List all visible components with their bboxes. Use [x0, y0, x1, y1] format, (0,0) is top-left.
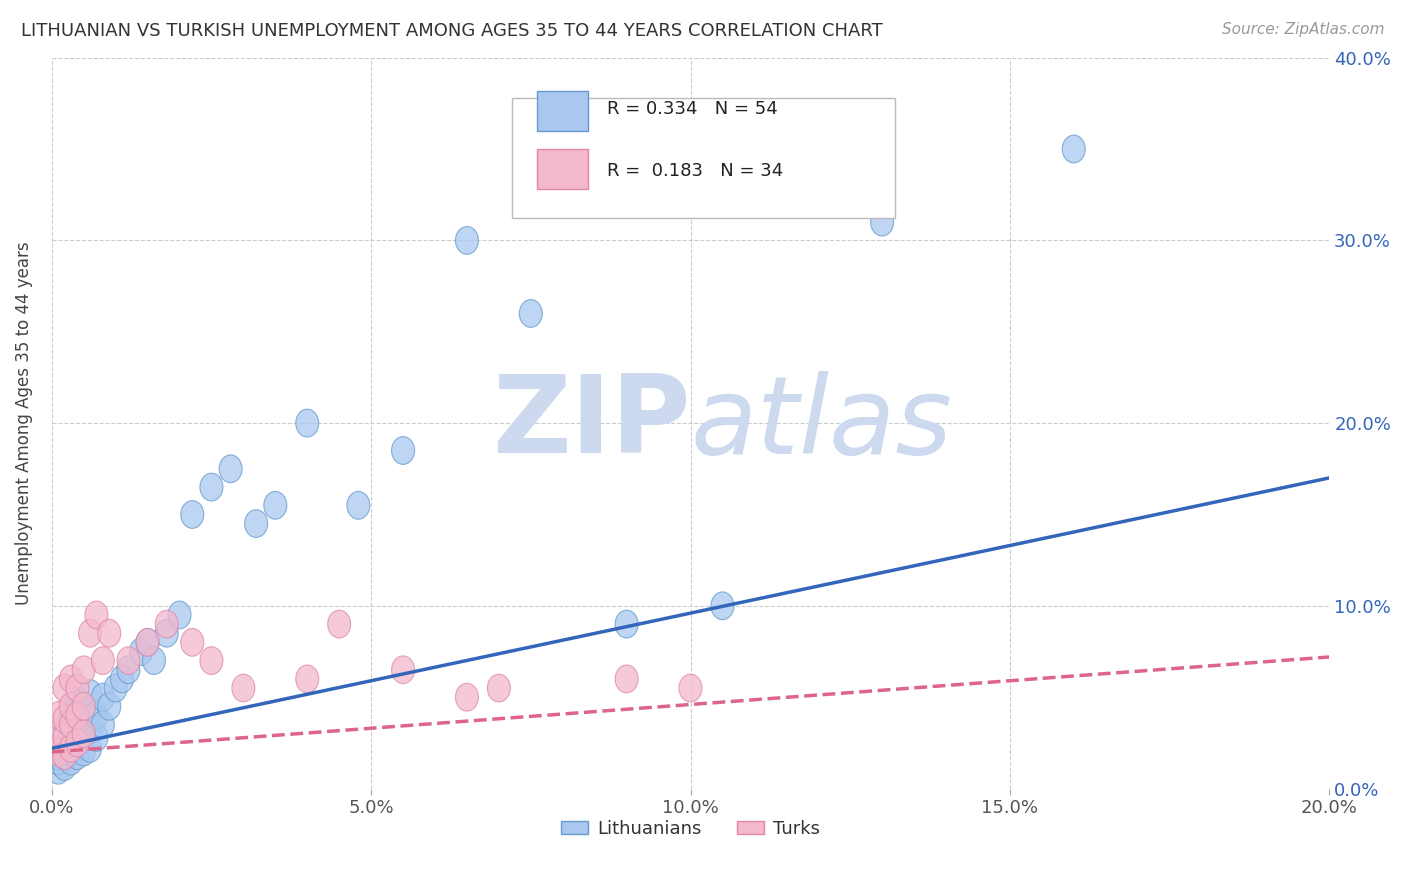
Ellipse shape	[104, 674, 127, 702]
Bar	[537, 149, 588, 189]
Ellipse shape	[46, 747, 70, 775]
Ellipse shape	[79, 680, 101, 707]
Ellipse shape	[870, 208, 894, 236]
Ellipse shape	[59, 692, 83, 720]
Ellipse shape	[53, 742, 76, 770]
Ellipse shape	[72, 738, 96, 766]
Ellipse shape	[53, 716, 76, 744]
Ellipse shape	[66, 674, 89, 702]
Ellipse shape	[66, 729, 89, 756]
Ellipse shape	[46, 738, 70, 766]
Ellipse shape	[347, 491, 370, 519]
Ellipse shape	[66, 687, 89, 714]
Ellipse shape	[59, 747, 83, 775]
Ellipse shape	[181, 629, 204, 657]
Ellipse shape	[91, 683, 114, 711]
Ellipse shape	[117, 656, 141, 683]
Ellipse shape	[117, 647, 141, 674]
Ellipse shape	[1063, 136, 1085, 163]
Ellipse shape	[46, 734, 70, 763]
Ellipse shape	[264, 491, 287, 519]
Y-axis label: Unemployment Among Ages 35 to 44 years: Unemployment Among Ages 35 to 44 years	[15, 242, 32, 605]
Ellipse shape	[456, 683, 478, 711]
Ellipse shape	[245, 509, 267, 538]
Ellipse shape	[219, 455, 242, 483]
Ellipse shape	[456, 227, 478, 254]
Ellipse shape	[46, 702, 70, 730]
Ellipse shape	[53, 706, 76, 733]
Ellipse shape	[72, 720, 96, 747]
Text: ZIP: ZIP	[492, 370, 690, 476]
Ellipse shape	[59, 720, 83, 747]
Ellipse shape	[79, 716, 101, 744]
Ellipse shape	[66, 729, 89, 756]
Ellipse shape	[79, 698, 101, 726]
Ellipse shape	[91, 647, 114, 674]
Ellipse shape	[46, 756, 70, 784]
Ellipse shape	[59, 734, 83, 763]
Text: Source: ZipAtlas.com: Source: ZipAtlas.com	[1222, 22, 1385, 37]
Ellipse shape	[53, 734, 76, 763]
Ellipse shape	[181, 500, 204, 528]
Ellipse shape	[59, 711, 83, 739]
Ellipse shape	[679, 674, 702, 702]
Ellipse shape	[295, 409, 319, 437]
Ellipse shape	[79, 734, 101, 763]
Ellipse shape	[84, 723, 108, 751]
Ellipse shape	[72, 720, 96, 747]
Ellipse shape	[711, 592, 734, 620]
Ellipse shape	[98, 692, 121, 720]
Ellipse shape	[66, 742, 89, 770]
Bar	[537, 91, 588, 131]
Ellipse shape	[232, 674, 254, 702]
Text: LITHUANIAN VS TURKISH UNEMPLOYMENT AMONG AGES 35 TO 44 YEARS CORRELATION CHART: LITHUANIAN VS TURKISH UNEMPLOYMENT AMONG…	[21, 22, 883, 40]
Ellipse shape	[53, 742, 76, 770]
Ellipse shape	[66, 702, 89, 730]
Ellipse shape	[129, 638, 153, 665]
Ellipse shape	[167, 601, 191, 629]
Ellipse shape	[136, 629, 159, 657]
Ellipse shape	[53, 723, 76, 751]
Ellipse shape	[59, 665, 83, 693]
Ellipse shape	[616, 610, 638, 638]
Ellipse shape	[200, 473, 224, 501]
Ellipse shape	[84, 702, 108, 730]
Ellipse shape	[53, 674, 76, 702]
Ellipse shape	[84, 601, 108, 629]
Ellipse shape	[72, 706, 96, 733]
Ellipse shape	[155, 619, 179, 647]
Ellipse shape	[98, 619, 121, 647]
Ellipse shape	[200, 647, 224, 674]
Ellipse shape	[46, 720, 70, 747]
Ellipse shape	[616, 665, 638, 693]
Text: R = 0.334   N = 54: R = 0.334 N = 54	[607, 100, 778, 118]
Ellipse shape	[142, 647, 166, 674]
Ellipse shape	[79, 619, 101, 647]
Ellipse shape	[59, 738, 83, 766]
Ellipse shape	[53, 723, 76, 751]
Ellipse shape	[59, 711, 83, 739]
Ellipse shape	[155, 610, 179, 638]
Ellipse shape	[53, 753, 76, 780]
Ellipse shape	[111, 665, 134, 693]
Ellipse shape	[66, 716, 89, 744]
Ellipse shape	[66, 702, 89, 730]
Ellipse shape	[72, 692, 96, 720]
Legend: Lithuanians, Turks: Lithuanians, Turks	[554, 813, 828, 846]
Ellipse shape	[391, 436, 415, 465]
Ellipse shape	[519, 300, 543, 327]
Ellipse shape	[59, 702, 83, 730]
FancyBboxPatch shape	[512, 98, 894, 219]
Text: R =  0.183   N = 34: R = 0.183 N = 34	[607, 162, 783, 180]
Ellipse shape	[328, 610, 350, 638]
Text: atlas: atlas	[690, 370, 952, 475]
Ellipse shape	[136, 629, 159, 657]
Ellipse shape	[72, 656, 96, 683]
Ellipse shape	[46, 742, 70, 770]
Ellipse shape	[91, 711, 114, 739]
Ellipse shape	[391, 656, 415, 683]
Ellipse shape	[488, 674, 510, 702]
Ellipse shape	[59, 729, 83, 756]
Ellipse shape	[295, 665, 319, 693]
